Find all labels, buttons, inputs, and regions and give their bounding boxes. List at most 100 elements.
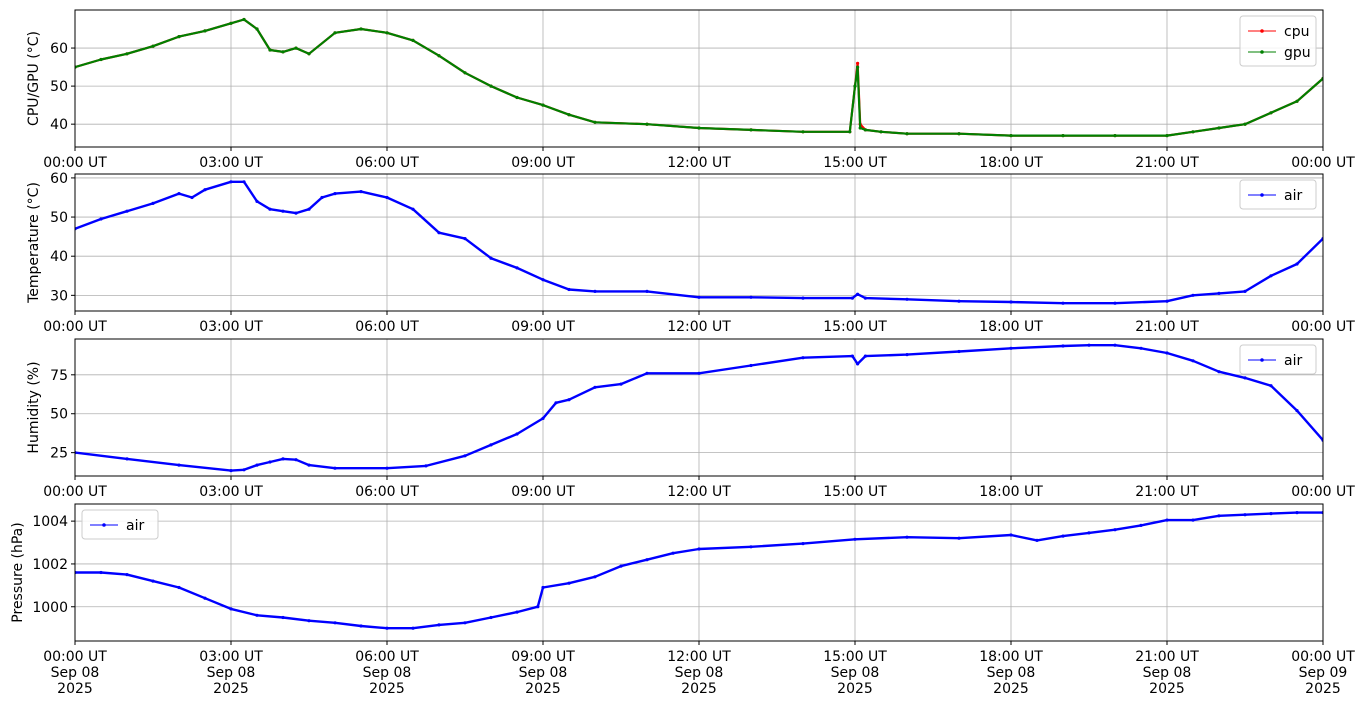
x-tick-label: 21:00 UT xyxy=(1135,155,1199,171)
data-point xyxy=(333,466,337,470)
data-point xyxy=(411,38,415,43)
data-point xyxy=(856,292,860,296)
data-point xyxy=(1269,274,1273,278)
data-point xyxy=(1217,126,1221,130)
data-point xyxy=(801,356,805,360)
data-point xyxy=(307,463,311,467)
data-point xyxy=(411,207,415,211)
data-point xyxy=(593,120,597,124)
data-point xyxy=(1217,291,1221,295)
x-tick-label: 00:00 UT Sep 08 2025 xyxy=(43,649,107,697)
legend-marker xyxy=(102,523,106,527)
data-point xyxy=(1243,376,1247,380)
y-tick-label: 1002 xyxy=(32,557,68,573)
x-tick-label: 09:00 UT Sep 08 2025 xyxy=(511,649,575,697)
data-point xyxy=(177,463,181,467)
data-point xyxy=(151,44,155,48)
data-point xyxy=(1295,409,1299,413)
data-point xyxy=(294,458,298,462)
data-point xyxy=(1009,533,1013,537)
y-axis-label: CPU/GPU (°C) xyxy=(26,31,42,126)
data-point xyxy=(268,460,272,464)
data-point xyxy=(801,542,805,546)
data-point xyxy=(125,457,129,461)
data-point xyxy=(856,61,860,65)
x-tick-label: 09:00 UT xyxy=(511,155,575,171)
data-point xyxy=(536,605,540,609)
data-point xyxy=(229,180,233,184)
x-tick-label: 03:00 UT xyxy=(199,155,263,171)
data-point xyxy=(1269,384,1273,388)
data-point xyxy=(671,551,675,555)
data-point xyxy=(1113,343,1117,347)
data-point xyxy=(645,289,649,293)
data-point xyxy=(281,209,285,213)
panel-2: 30 40 50 60 00:00 UT 03:00 UT 06:00 UT 09:00 UT… xyxy=(26,171,1355,335)
data-point xyxy=(268,207,272,211)
y-tick-label: 60 xyxy=(50,41,68,57)
series-line-air xyxy=(75,344,1323,472)
series-air xyxy=(75,180,1323,305)
data-point xyxy=(1217,370,1221,374)
legend: air xyxy=(1239,344,1317,375)
y-tick-label: 25 xyxy=(50,446,68,462)
data-point xyxy=(1295,510,1299,515)
data-point xyxy=(385,31,389,35)
data-point xyxy=(151,579,155,583)
data-point xyxy=(1061,534,1065,538)
data-point xyxy=(619,564,623,568)
legend-marker xyxy=(1260,358,1264,362)
y-axis-label: Humidity (%) xyxy=(26,361,42,453)
legend-box xyxy=(1239,344,1317,375)
y-tick-label: 1004 xyxy=(32,514,68,530)
data-point xyxy=(359,190,363,194)
panel-1: 40 50 60 00:00 UT 03:00 UT 06:00 UT 09:00 UT 12… xyxy=(26,9,1355,171)
data-point xyxy=(281,615,285,620)
y-tick-label: 50 xyxy=(50,79,68,95)
data-point xyxy=(853,537,857,541)
data-point xyxy=(229,21,233,25)
data-point xyxy=(463,621,467,625)
legend-box xyxy=(81,509,159,540)
data-point xyxy=(801,296,805,300)
data-point xyxy=(463,454,467,458)
data-point xyxy=(385,466,389,470)
data-point xyxy=(853,84,857,88)
data-point xyxy=(1113,134,1117,138)
data-point xyxy=(515,266,519,270)
y-tick-label: 40 xyxy=(50,117,68,133)
data-point xyxy=(242,180,246,184)
x-tick-label: 00:00 UT xyxy=(43,484,107,500)
data-point xyxy=(593,289,597,293)
x-tick-label: 12:00 UT xyxy=(667,484,731,500)
legend: air xyxy=(1239,179,1317,210)
data-point xyxy=(424,464,428,468)
data-point xyxy=(385,195,389,200)
data-point xyxy=(177,192,181,196)
y-tick-label: 30 xyxy=(50,288,68,304)
data-point xyxy=(856,65,860,69)
data-point xyxy=(242,468,246,472)
data-point xyxy=(1191,359,1195,363)
series-line-air xyxy=(75,511,1323,630)
data-point xyxy=(554,401,558,405)
data-point xyxy=(593,575,597,579)
data-point xyxy=(645,122,649,126)
data-point xyxy=(489,443,493,447)
data-point xyxy=(1269,511,1273,516)
data-point xyxy=(1191,130,1195,134)
data-point xyxy=(281,457,285,461)
data-point xyxy=(1061,301,1065,305)
data-point xyxy=(151,201,155,205)
x-tick-label: 21:00 UT xyxy=(1135,484,1199,500)
x-tick-label: 12:00 UT Sep 08 2025 xyxy=(667,649,731,697)
data-point xyxy=(957,349,961,354)
legend-label: air xyxy=(1284,353,1302,369)
x-tick-label: 00:00 UT xyxy=(1291,484,1355,500)
data-point xyxy=(879,130,883,134)
data-point xyxy=(242,17,246,22)
data-point xyxy=(489,84,493,88)
data-point xyxy=(333,192,337,196)
legend: air xyxy=(81,509,159,540)
data-point xyxy=(858,126,862,130)
